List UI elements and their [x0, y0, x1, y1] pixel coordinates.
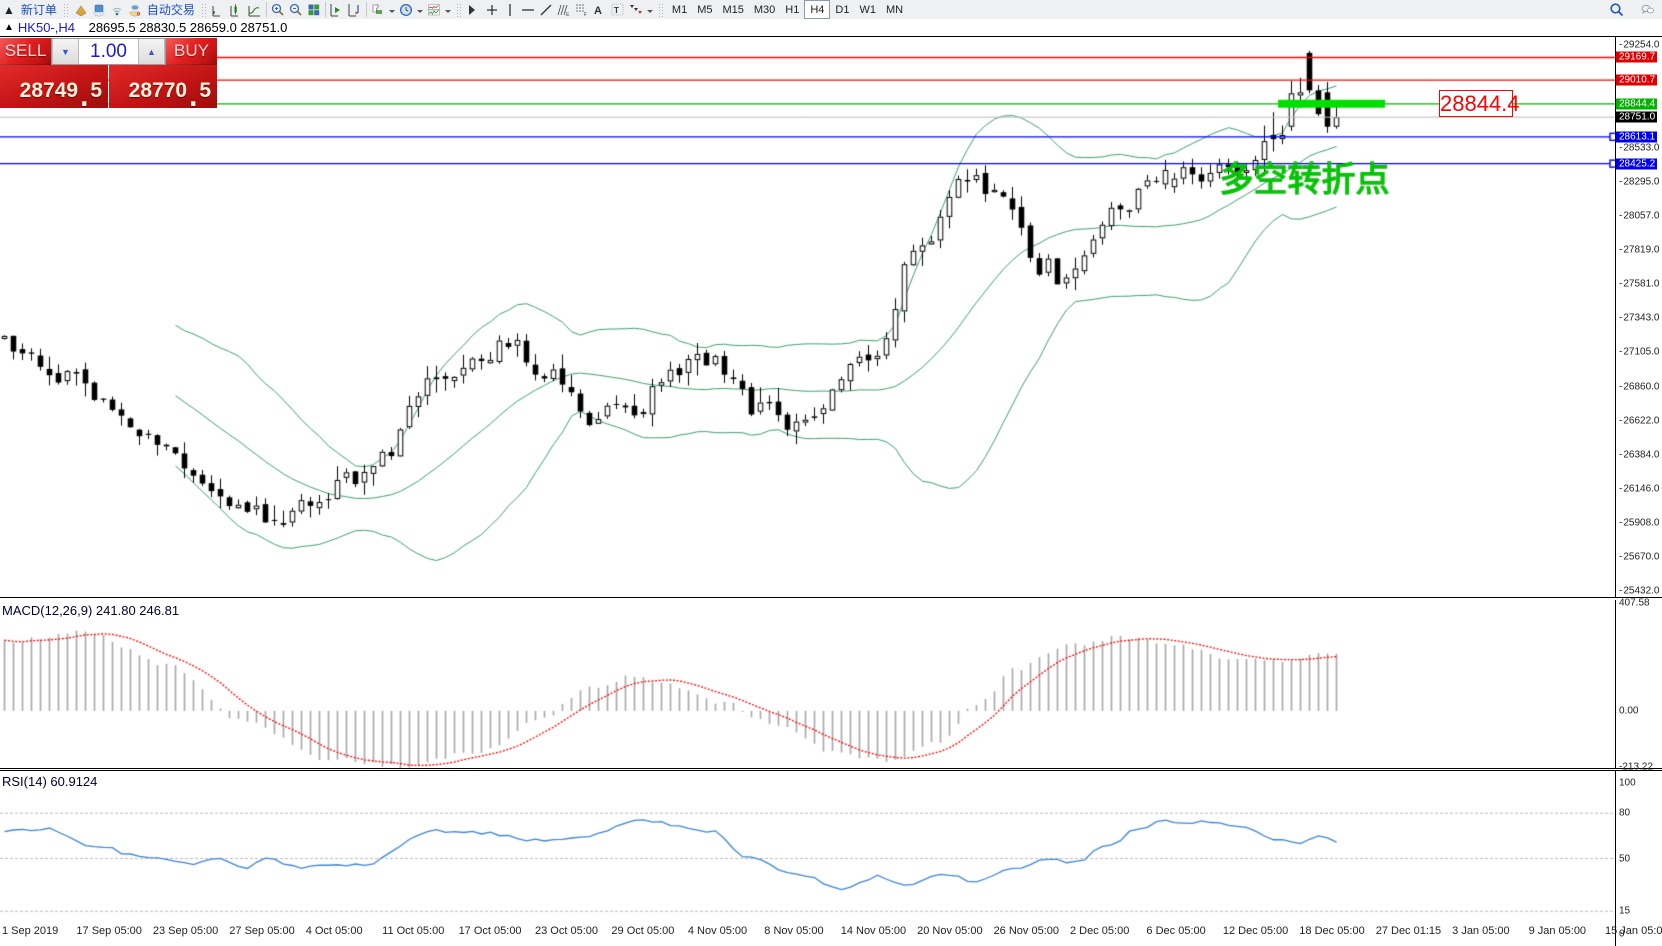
- svg-text:A: A: [594, 5, 602, 17]
- svg-text:E: E: [566, 12, 570, 18]
- svg-text:T: T: [614, 6, 619, 15]
- svg-text:F: F: [584, 12, 587, 18]
